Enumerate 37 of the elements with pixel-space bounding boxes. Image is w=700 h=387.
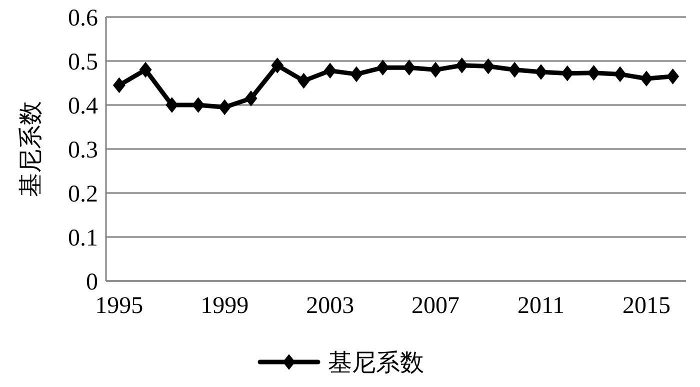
x-tick-label: 2003 [306, 293, 354, 319]
point [376, 60, 390, 76]
legend-label: 基尼系数 [328, 350, 424, 376]
point [561, 65, 574, 82]
point [192, 97, 205, 113]
point [666, 68, 680, 84]
point [402, 60, 416, 76]
point [139, 62, 152, 78]
x-tick-label: 1999 [200, 293, 249, 319]
point [614, 66, 626, 82]
y-tick-label: 0.5 [68, 49, 98, 76]
point [244, 90, 258, 106]
point [271, 57, 284, 74]
y-tick-label: 0.6 [68, 5, 98, 32]
point [456, 57, 468, 74]
point [482, 58, 495, 74]
point [534, 64, 548, 80]
point [429, 62, 442, 78]
point [508, 62, 521, 78]
x-tick-label: 2015 [622, 293, 670, 319]
y-tick-label: 0.2 [68, 181, 98, 208]
x-tick-label: 2011 [517, 293, 565, 319]
point [297, 72, 310, 89]
y-tick-label: 0.1 [68, 225, 98, 252]
y-tick-label: 0 [86, 269, 98, 296]
point [112, 77, 126, 94]
point [218, 99, 231, 116]
point [640, 70, 653, 87]
point [350, 66, 363, 82]
x-tick-label: 1995 [95, 293, 144, 319]
y-tick-label: 0.4 [68, 93, 98, 120]
point [587, 64, 600, 81]
y-axis-title: 基尼系数 [18, 101, 44, 197]
point [324, 62, 336, 79]
y-tick-label: 0.3 [68, 137, 98, 164]
x-tick-label: 2007 [412, 293, 460, 319]
point [166, 97, 178, 113]
